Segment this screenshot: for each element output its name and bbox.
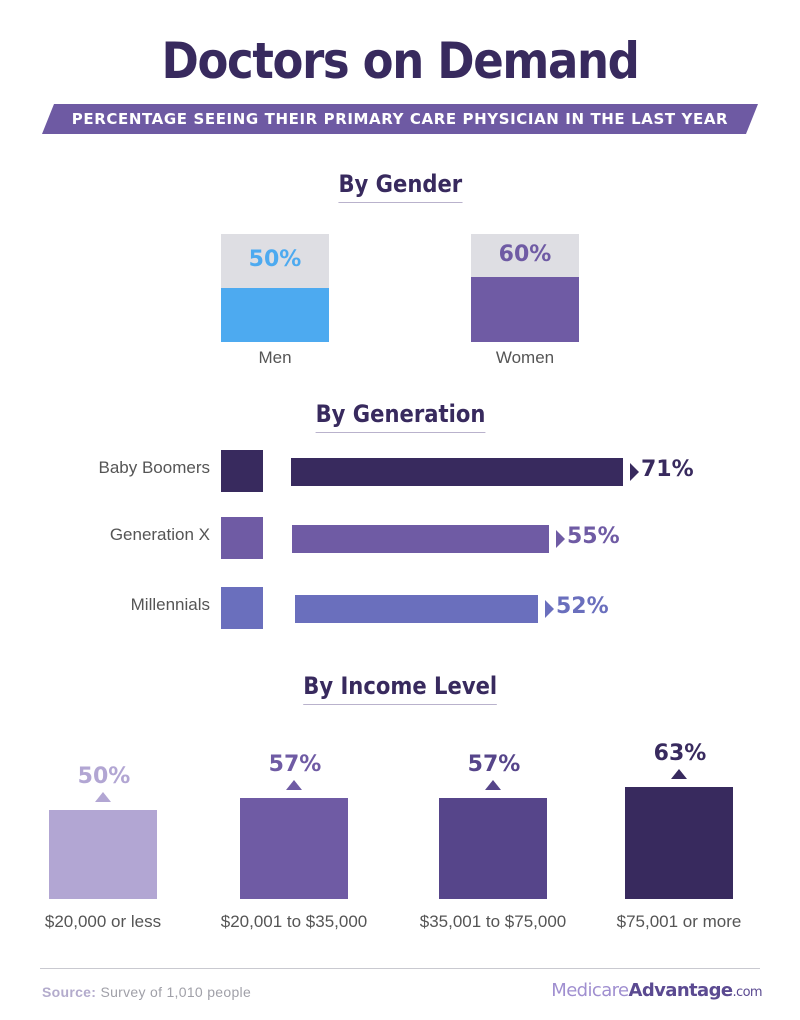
income-arrow-2 [286,780,302,790]
generation-section-heading: By Generation [0,400,800,433]
generation-value-millennials: 52% [556,594,609,619]
income-arrow-3 [485,780,501,790]
generation-swatch-generation-x [221,517,263,559]
gender-label-women: Women [495,348,555,367]
income-bar-3 [439,798,547,899]
income-label-1: $20,000 or less [44,912,162,931]
footer-divider [40,968,760,969]
gender-label-men: Men [258,348,292,367]
gender-section-heading: By Gender [0,170,800,203]
source-note: Source: Survey of 1,010 people [42,984,251,1000]
gender-box-women: 60% [471,234,579,342]
income-arrow-4 [671,769,687,779]
gender-value-men: 50% [248,247,302,272]
page-title: Doctors on Demand [161,32,639,90]
gender-value-women: 60% [498,241,552,267]
income-value-1: 50% [77,764,131,789]
income-label-3: $35,001 to $75,000 [419,912,567,931]
income-bar-4 [625,787,733,899]
income-value-3: 57% [467,752,521,777]
gender-bar-men [221,288,329,342]
income-bar-2 [240,798,348,899]
gender-box-men: 50% [221,234,329,342]
generation-arrow-baby-boomers [630,463,639,481]
generation-label-baby-boomers: Baby Boomers [98,458,211,477]
generation-label-generation-x: Generation X [109,525,210,544]
generation-swatch-millennials [221,587,263,629]
generation-arrow-generation-x [556,530,565,548]
subtitle-banner: PERCENTAGE SEEING THEIR PRIMARY CARE PHY… [42,104,758,134]
income-bar-1 [49,810,157,899]
subtitle-text: PERCENTAGE SEEING THEIR PRIMARY CARE PHY… [71,110,729,128]
source-text: Survey of 1,010 people [100,984,252,1000]
generation-value-baby-boomers: 71% [641,457,694,482]
income-arrow-1 [95,792,111,802]
generation-value-generation-x: 55% [567,524,620,549]
brand-logo[interactable]: MedicareAdvantage.com [551,980,762,1001]
income-label-4: $75,001 or more [616,912,742,931]
generation-bar-baby-boomers [291,458,623,486]
source-prefix: Source: [42,984,97,1000]
income-value-2: 57% [268,752,322,777]
generation-swatch-baby-boomers [221,450,263,492]
generation-label-millennials: Millennials [130,595,210,614]
income-value-4: 63% [653,741,707,766]
income-label-2: $20,001 to $35,000 [220,912,368,931]
gender-bar-women [471,277,579,342]
income-section-heading: By Income Level [0,672,800,705]
generation-bar-generation-x [292,525,549,553]
generation-bar-millennials [295,595,538,623]
generation-arrow-millennials [545,600,554,618]
